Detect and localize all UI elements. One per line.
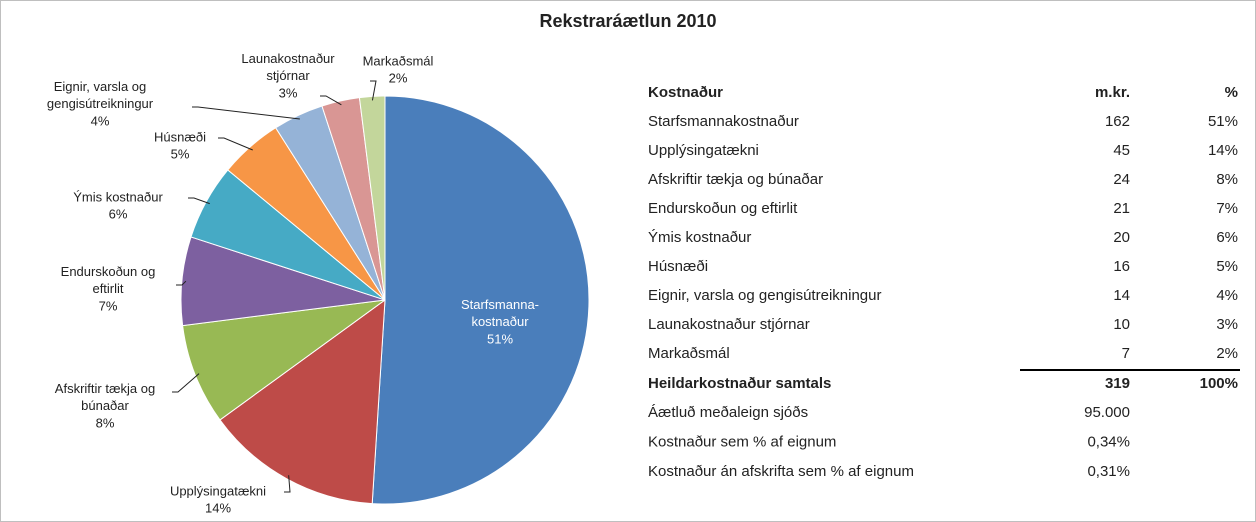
table-cell: 5% [1216,258,1238,275]
slice-label: Eignir, varsla og gengisútreikningur [47,79,154,111]
table-cell: Endurskoðun og eftirlit [648,200,798,217]
slice-value-label: 7% [99,298,118,313]
chart-title: Rekstraráætlun 2010 [539,11,716,31]
table-cell: 6% [1216,229,1238,246]
leader-line [188,197,210,205]
slice-label: Ýmis kostnaður [73,189,163,204]
slice-label: Afskriftir tækja og búnaðar [55,381,155,413]
table-cell: m.kr. [1095,84,1130,101]
slice-value-label: 14% [205,500,231,515]
table-cell: 45 [1113,142,1130,159]
table-cell: 100% [1200,375,1238,392]
slice-value-label: 4% [91,113,110,128]
table-cell: 0,31% [1087,463,1130,480]
leader-line [320,95,342,106]
table-cell: 16 [1113,258,1130,275]
slice-label: Endurskoðun og eftirlit [61,264,156,296]
table-cell: 7% [1216,200,1238,217]
slice-label: Markaðsmál [363,53,434,68]
table-cell: 162 [1105,113,1130,130]
table-cell: Heildarkostnaður samtals [648,375,831,392]
table-cell: 0,34% [1087,433,1130,450]
table-cell: Markaðsmál [648,345,730,362]
slice-value-label: 6% [109,206,128,221]
table-cell: 24 [1113,171,1130,188]
table-cell: 319 [1105,375,1130,392]
table-cell: 21 [1113,200,1130,217]
slice-label: Upplýsingatækni [170,483,266,498]
table-cell: 51% [1208,113,1238,130]
table-cell: Ýmis kostnaður [648,229,751,246]
slice-value-label: 3% [279,85,298,100]
slice-value-label: 8% [96,415,115,430]
leader-line [370,80,377,101]
slice-value-label: 5% [171,146,190,161]
pie-slice [219,298,386,505]
slice-label: Launakostnaður stjórnar [241,51,335,83]
table-cell: Starfsmannakostnaður [648,113,799,130]
pie-slice [371,95,590,505]
table-cell: 2% [1216,345,1238,362]
slice-label: Starfsmanna-kostnaður [461,297,539,329]
table-cell: 95.000 [1084,404,1130,421]
table-cell: 14 [1113,287,1130,304]
table-cell: % [1225,84,1238,101]
table-cell: 7 [1122,345,1130,362]
pie-slice [182,299,386,421]
table-cell: 3% [1216,316,1238,333]
table-cell: 4% [1216,287,1238,304]
leader-line [218,137,253,151]
pie-slice [358,95,386,301]
table-cell: 14% [1208,142,1238,159]
table-cell: 8% [1216,171,1238,188]
table-cell: Kostnaður sem % af eignum [648,433,836,450]
leader-line [172,373,200,393]
slice-value-label: 2% [389,70,408,85]
table-cell: Áætluð meðaleign sjóðs [648,404,808,421]
slice-value-label: 51% [487,331,513,346]
table-cell: Húsnæði [648,258,708,275]
table-cell: Launakostnaður stjórnar [648,316,810,333]
table-cell: Afskriftir tækja og búnaðar [648,171,823,188]
table: Kostnaður m.kr. % Starfsmannakostnaður 162 51… [648,84,1240,480]
leader-line [284,475,291,493]
table-cell: Eignir, varsla og gengisútreikningur [648,287,881,304]
table-cell: Kostnaður [648,84,723,101]
table-cell: Upplýsingatækni [648,142,759,159]
table-cell: 20 [1113,229,1130,246]
slice-label: Húsnæði [154,129,206,144]
leader-line [176,280,187,286]
leader-line [192,106,300,120]
table-cell: Kostnaður án afskrifta sem % af eignum [648,463,914,480]
table-cell: 10 [1113,316,1130,333]
